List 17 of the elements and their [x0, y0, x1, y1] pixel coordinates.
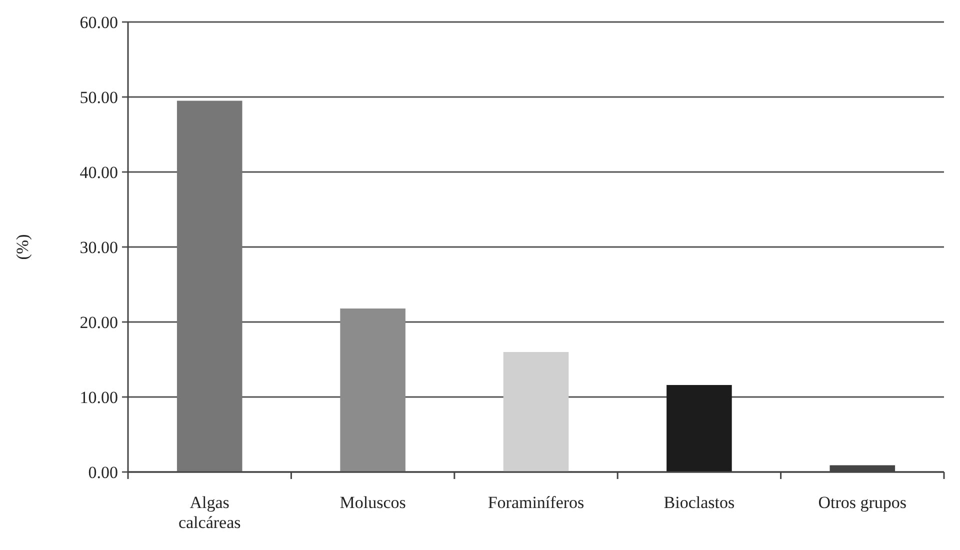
y-tick-label: 50.00 — [80, 88, 118, 107]
y-tick-label: 10.00 — [80, 388, 118, 407]
bar — [503, 352, 569, 472]
y-tick-label: 0.00 — [88, 462, 118, 482]
x-tick-label: Moluscos — [340, 493, 406, 512]
x-tick-label: Algas calcáreas — [178, 493, 241, 532]
y-tick-label: 30.00 — [80, 238, 118, 257]
bar — [666, 385, 732, 472]
x-tick-label: Foraminíferos — [488, 493, 584, 512]
bar — [176, 100, 242, 472]
y-tick-label: 20.00 — [80, 312, 118, 332]
x-tick-label: Otros grupos — [818, 493, 907, 512]
x-tick-label: Bioclastos — [664, 493, 735, 512]
y-tick-label: 60.00 — [80, 12, 118, 32]
y-tick-label: 40.00 — [80, 162, 118, 182]
y-axis-title: (%) — [13, 234, 32, 260]
bar — [340, 308, 406, 472]
